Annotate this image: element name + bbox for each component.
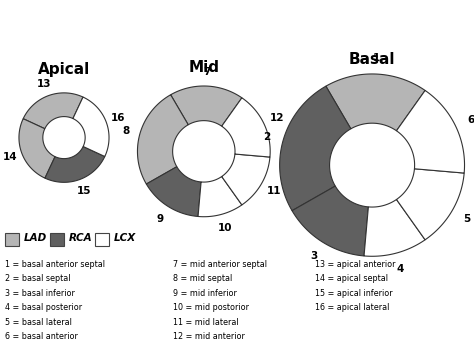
Text: LCX: LCX xyxy=(114,233,136,244)
Text: 16: 16 xyxy=(111,113,126,123)
Polygon shape xyxy=(222,98,270,157)
Polygon shape xyxy=(326,74,425,131)
Text: 7 = mid anterior septal: 7 = mid anterior septal xyxy=(173,260,267,269)
Text: 6: 6 xyxy=(467,115,474,125)
Text: 8 = mid septal: 8 = mid septal xyxy=(173,274,232,283)
Bar xyxy=(50,233,64,246)
Polygon shape xyxy=(45,147,105,182)
Polygon shape xyxy=(396,90,465,173)
Polygon shape xyxy=(198,176,242,217)
Polygon shape xyxy=(19,119,55,178)
Polygon shape xyxy=(171,86,242,126)
Text: 13 = apical anterior: 13 = apical anterior xyxy=(315,260,396,269)
Text: 14 = apical septal: 14 = apical septal xyxy=(315,274,388,283)
Text: 5: 5 xyxy=(463,214,470,224)
Text: Apical: Apical xyxy=(38,62,90,77)
Text: 2: 2 xyxy=(263,132,270,142)
Text: 6 = basal anterior: 6 = basal anterior xyxy=(5,332,78,341)
Text: 3: 3 xyxy=(310,251,317,261)
Text: 4: 4 xyxy=(397,264,404,274)
Text: 8: 8 xyxy=(122,126,129,136)
Text: 1: 1 xyxy=(373,53,381,63)
Polygon shape xyxy=(146,167,201,216)
Text: 11 = mid lateral: 11 = mid lateral xyxy=(173,318,238,326)
Text: 1 = basal anterior septal: 1 = basal anterior septal xyxy=(5,260,105,269)
Polygon shape xyxy=(137,95,188,184)
Text: 10: 10 xyxy=(218,223,232,233)
Polygon shape xyxy=(280,86,351,211)
Text: 5 = basal lateral: 5 = basal lateral xyxy=(5,318,72,326)
Polygon shape xyxy=(222,154,270,205)
Text: 15 = apical inferior: 15 = apical inferior xyxy=(315,289,393,298)
Bar xyxy=(95,233,109,246)
Text: 10 = mid postorior: 10 = mid postorior xyxy=(173,303,249,312)
Text: 13: 13 xyxy=(37,79,52,89)
Text: RCA: RCA xyxy=(69,233,92,244)
Text: 12 = mid anterior: 12 = mid anterior xyxy=(173,332,245,341)
Text: 9: 9 xyxy=(157,214,164,224)
Text: 7: 7 xyxy=(204,67,211,77)
Text: 2 = basal septal: 2 = basal septal xyxy=(5,274,70,283)
Text: LAD: LAD xyxy=(24,233,47,244)
Text: 4 = basal posterior: 4 = basal posterior xyxy=(5,303,82,312)
Text: 12: 12 xyxy=(270,113,284,123)
Text: 16 = apical lateral: 16 = apical lateral xyxy=(315,303,390,312)
Text: 3 = basal inferior: 3 = basal inferior xyxy=(5,289,74,298)
Text: Mid: Mid xyxy=(188,60,219,75)
Text: 11: 11 xyxy=(267,186,281,196)
Polygon shape xyxy=(292,186,368,256)
Text: 14: 14 xyxy=(2,152,17,162)
Polygon shape xyxy=(364,200,425,256)
Text: Basal: Basal xyxy=(349,52,395,67)
Polygon shape xyxy=(396,169,464,240)
Bar xyxy=(5,233,19,246)
Text: 9 = mid inferior: 9 = mid inferior xyxy=(173,289,237,298)
Text: 15: 15 xyxy=(76,186,91,196)
Polygon shape xyxy=(73,97,109,157)
Polygon shape xyxy=(23,93,83,129)
